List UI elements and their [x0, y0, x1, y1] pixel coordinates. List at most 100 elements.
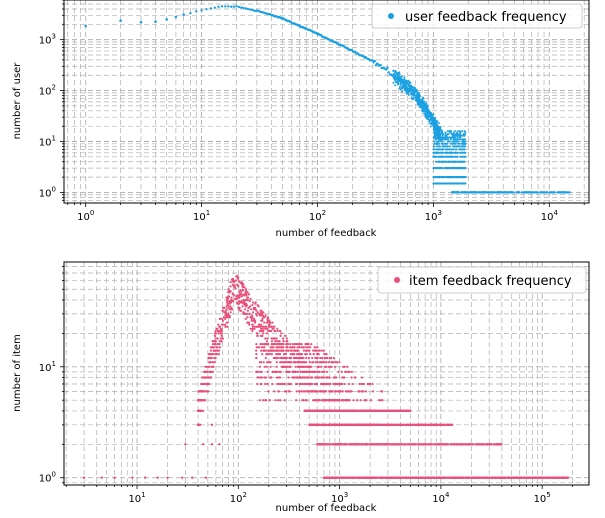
data-point — [459, 136, 462, 139]
data-point — [427, 118, 430, 121]
data-point — [237, 306, 240, 309]
data-point — [244, 317, 247, 320]
data-point — [454, 130, 456, 133]
data-point — [399, 77, 402, 80]
data-point — [319, 443, 322, 446]
data-point — [313, 399, 316, 402]
data-point — [419, 100, 421, 103]
data-point — [212, 349, 216, 352]
data-point — [444, 443, 447, 446]
data-point — [431, 443, 434, 446]
data-point — [459, 131, 462, 134]
data-point — [213, 6, 216, 9]
data-point — [396, 82, 399, 85]
chart-2-grid — [64, 262, 589, 485]
data-point — [227, 5, 230, 8]
data-point — [562, 191, 565, 194]
data-point — [452, 443, 455, 446]
chart-1-x-axis-label: number of feedback — [276, 228, 377, 239]
data-point — [268, 321, 272, 324]
data-point — [260, 319, 263, 322]
data-point — [208, 361, 211, 364]
data-point — [509, 191, 512, 194]
data-point — [526, 476, 529, 479]
data-point — [568, 191, 571, 194]
data-point — [456, 155, 458, 158]
data-point — [349, 443, 352, 446]
data-point — [316, 443, 319, 446]
data-point — [437, 160, 440, 163]
data-point — [217, 332, 220, 335]
data-point — [251, 304, 254, 307]
data-point — [454, 145, 457, 148]
data-point — [485, 476, 488, 479]
data-point — [399, 83, 402, 86]
data-point — [466, 476, 469, 479]
data-point — [392, 70, 395, 72]
data-point — [229, 301, 233, 304]
data-point — [254, 319, 257, 322]
data-point — [452, 131, 455, 134]
data-point — [282, 337, 285, 340]
data-point — [251, 329, 254, 333]
data-point — [418, 476, 421, 479]
data-point — [356, 443, 359, 446]
data-point — [461, 130, 464, 133]
data-point — [494, 476, 497, 479]
data-point — [206, 382, 209, 386]
data-point — [226, 321, 229, 324]
data-point — [241, 305, 244, 308]
data-point — [452, 182, 455, 185]
data-point — [220, 327, 223, 330]
x-tick-label: 104 — [541, 209, 559, 223]
data-point — [421, 99, 424, 102]
data-point — [434, 443, 437, 446]
data-point — [534, 476, 537, 479]
data-point — [433, 140, 436, 143]
data-point — [279, 329, 282, 333]
data-point — [221, 337, 224, 340]
data-point — [376, 476, 379, 479]
data-point — [278, 340, 281, 343]
data-point — [446, 145, 448, 148]
data-point — [461, 138, 464, 141]
data-point — [231, 308, 234, 311]
data-point — [394, 84, 397, 87]
data-point — [408, 443, 411, 446]
data-point — [463, 176, 466, 179]
data-point — [531, 476, 534, 479]
data-point — [444, 145, 447, 148]
data-point — [499, 443, 502, 446]
data-point — [262, 332, 265, 335]
data-point — [412, 94, 415, 97]
data-point — [349, 476, 352, 479]
data-point — [246, 316, 249, 319]
data-point — [459, 133, 462, 136]
data-point — [266, 321, 269, 324]
data-point — [453, 140, 456, 143]
data-point — [470, 191, 473, 194]
data-point — [226, 300, 229, 303]
data-point — [435, 151, 438, 154]
data-point — [330, 476, 333, 479]
data-point — [379, 63, 382, 67]
data-point — [373, 476, 376, 479]
data-point — [464, 142, 467, 145]
chart-1-plot-frame — [63, 0, 590, 204]
data-point — [480, 443, 483, 446]
data-point — [543, 476, 546, 479]
data-point — [235, 283, 239, 286]
data-point — [384, 443, 387, 446]
data-point — [378, 476, 382, 479]
data-point — [230, 298, 233, 302]
data-point — [422, 96, 424, 99]
data-point — [452, 136, 455, 139]
data-point — [229, 285, 232, 288]
data-point — [451, 134, 454, 137]
data-point — [324, 390, 327, 393]
data-point — [221, 317, 224, 320]
data-point — [406, 443, 409, 446]
data-point — [261, 327, 264, 330]
data-point — [447, 138, 450, 141]
data-point — [270, 325, 273, 328]
